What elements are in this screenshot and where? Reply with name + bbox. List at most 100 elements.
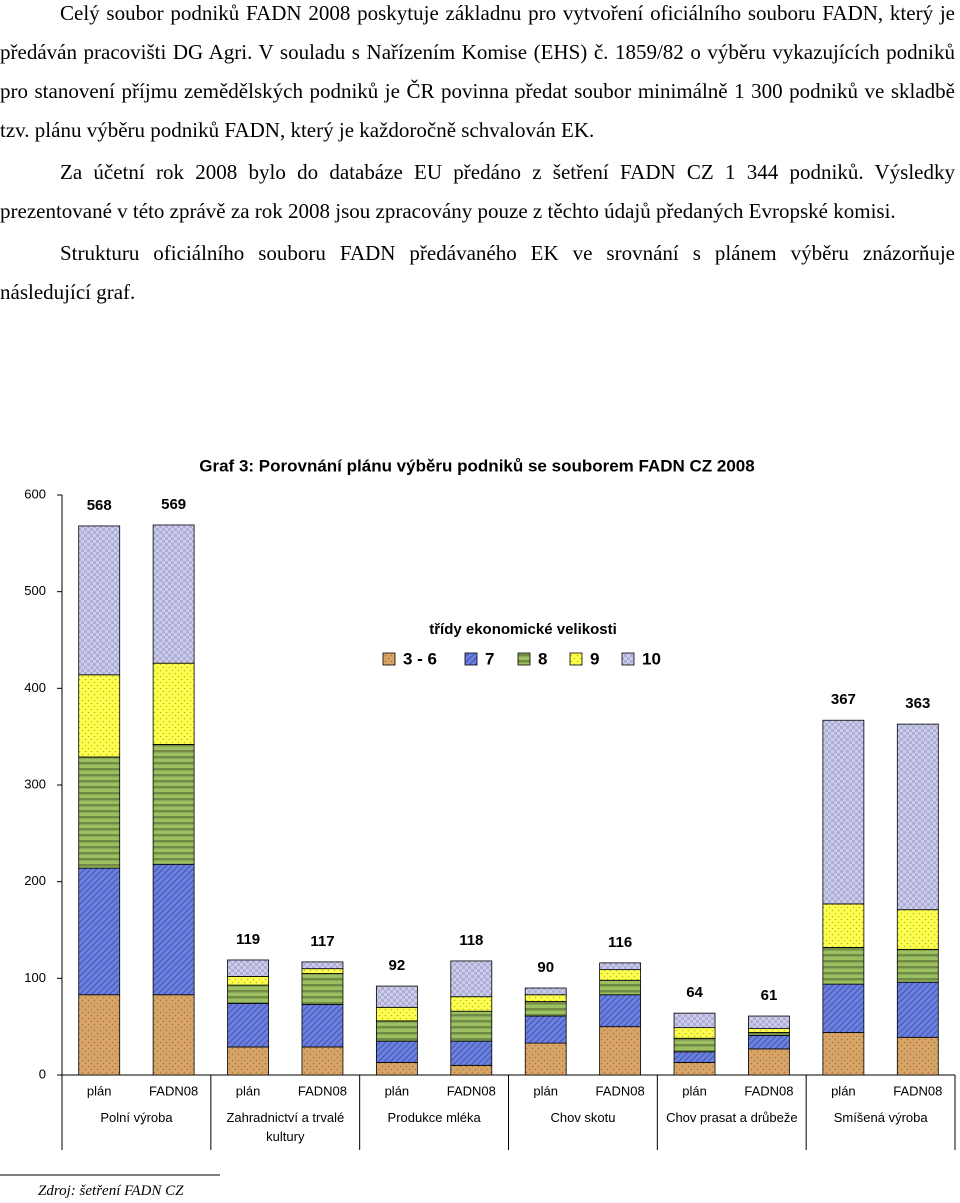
legend-title: třídy ekonomické velikosti [429, 621, 617, 638]
total-label: 90 [537, 959, 554, 976]
bar-segment [227, 1046, 269, 1076]
bar-segment [599, 962, 642, 971]
legend-swatch [464, 652, 478, 666]
bar-segment [301, 968, 344, 974]
bar-segment [524, 1001, 567, 1017]
bar-segment [748, 1034, 790, 1050]
x-tick-label: FADN08 [596, 1083, 645, 1098]
bar-segment [896, 948, 939, 983]
bar-segment [227, 984, 269, 1004]
total-label: 569 [161, 496, 186, 513]
legend-swatch [621, 652, 635, 666]
legend-label: 8 [538, 649, 547, 668]
legend-label: 9 [590, 649, 599, 668]
bar-segment [822, 719, 865, 905]
y-tick-label: 400 [24, 680, 46, 695]
bar-segment [301, 1004, 344, 1048]
bar-segment [822, 903, 865, 948]
x-tick-label: plán [831, 1083, 856, 1098]
bar-segment [822, 983, 865, 1033]
bar-segment [375, 1020, 418, 1042]
bar-segment [227, 959, 269, 977]
bar-segment [748, 1028, 790, 1033]
x-tick-label: FADN08 [447, 1083, 496, 1098]
bar-segment [673, 1027, 716, 1039]
bar-segment [524, 1042, 567, 1076]
legend-swatch [569, 652, 583, 666]
y-tick-label: 600 [24, 486, 46, 501]
group-label: Polní výroba [100, 1110, 173, 1125]
total-label: 119 [236, 931, 260, 948]
bar-segment [599, 1026, 642, 1076]
bar-segment [78, 994, 121, 1076]
bar-segment [78, 525, 121, 676]
bar-segment [78, 867, 121, 996]
y-tick-label: 0 [39, 1066, 46, 1081]
bar-segment [375, 1006, 418, 1022]
bar-segment [301, 961, 344, 970]
total-label: 116 [608, 934, 632, 951]
total-label: 367 [831, 691, 856, 708]
group-label: Chov prasat a drůbeže [666, 1110, 798, 1125]
bar-segment [673, 1012, 716, 1029]
bar-segment [673, 1051, 716, 1063]
bar-segment [524, 1015, 567, 1044]
x-tick-label: plán [236, 1083, 261, 1098]
bar-segment [524, 987, 567, 996]
bar-segment [450, 1064, 493, 1076]
paragraph: Celý soubor podniků FADN 2008 poskytuje … [0, 1, 955, 142]
total-label: 61 [761, 987, 778, 1004]
total-label: 64 [686, 984, 703, 1001]
x-tick-label: FADN08 [149, 1083, 198, 1098]
bar-segment [450, 996, 493, 1012]
bar-segment [301, 973, 344, 1005]
y-tick-label: 200 [24, 873, 46, 888]
group-label: Zahradnictví a trvalé kultury [226, 1110, 345, 1144]
bar-segment [78, 674, 121, 758]
bar-segment [450, 1010, 493, 1042]
bar-segment [673, 1062, 716, 1076]
bar-segment [450, 960, 493, 998]
chart-title: Graf 3: Porovnání plánu výběru podniků s… [199, 456, 754, 475]
bar-segment [301, 1046, 344, 1076]
bar-segment [450, 1040, 493, 1066]
bar-segment [599, 994, 642, 1028]
total-label: 363 [905, 695, 930, 712]
bar-segment [152, 744, 195, 865]
paragraph: Za účetní rok 2008 bylo do databáze EU p… [0, 160, 955, 223]
bar-segment [227, 1003, 269, 1048]
bar-segment [152, 662, 195, 745]
y-tick-label: 100 [24, 970, 46, 985]
y-tick-label: 500 [24, 583, 46, 598]
body-text: Celý soubor podniků FADN 2008 poskytuje … [0, 0, 955, 315]
x-tick-label: plán [682, 1083, 707, 1098]
y-tick-label: 300 [24, 776, 46, 791]
bar-segment [152, 863, 195, 996]
bar-segment [152, 524, 195, 664]
legend-label: 3 - 6 [403, 649, 437, 668]
x-tick-label: FADN08 [298, 1083, 347, 1098]
bar-segment [896, 909, 939, 950]
bar-segment [896, 981, 939, 1038]
x-tick-label: plán [87, 1083, 112, 1098]
total-label: 117 [310, 933, 334, 950]
bar-segment [375, 985, 418, 1008]
group-label: Smíšená výroba [833, 1110, 928, 1125]
group-label: Produkce mléka [387, 1110, 481, 1125]
bar-segment [599, 969, 642, 981]
legend-label: 7 [485, 649, 494, 668]
x-tick-label: plán [385, 1083, 410, 1098]
bar-segment [152, 994, 195, 1076]
bar-segment [896, 1036, 939, 1076]
bar-segment [599, 979, 642, 996]
paragraph: Strukturu oficiálního souboru FADN předá… [0, 241, 955, 304]
legend-label: 10 [642, 649, 661, 668]
x-tick-label: FADN08 [893, 1083, 942, 1098]
legend-swatch [517, 652, 531, 666]
bar-segment [748, 1015, 790, 1029]
bar-segment [375, 1062, 418, 1076]
source-note: Zdroj: šetření FADN CZ [38, 1183, 184, 1199]
bar-segment [748, 1032, 790, 1036]
